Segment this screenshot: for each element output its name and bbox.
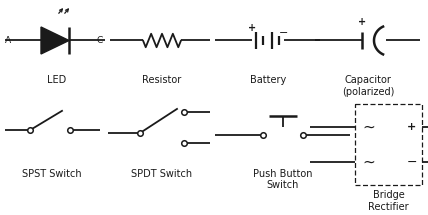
- Text: +: +: [358, 17, 366, 27]
- Text: A: A: [5, 36, 11, 45]
- Text: LED: LED: [48, 75, 67, 85]
- Bar: [355, 104, 422, 185]
- Text: Push Button
Switch: Push Button Switch: [253, 169, 313, 190]
- Text: SPDT Switch: SPDT Switch: [131, 169, 193, 179]
- Text: Bridge
Rectifier: Bridge Rectifier: [368, 190, 409, 212]
- Text: Battery: Battery: [250, 75, 286, 85]
- Text: −: −: [407, 156, 417, 169]
- Text: −: −: [279, 28, 289, 38]
- Text: ~: ~: [363, 119, 375, 134]
- Text: +: +: [248, 23, 256, 33]
- Polygon shape: [41, 27, 69, 54]
- Text: +: +: [407, 122, 416, 132]
- Text: SPST Switch: SPST Switch: [22, 169, 82, 179]
- Text: C: C: [97, 36, 103, 45]
- Text: Capacitor
(polarized): Capacitor (polarized): [342, 75, 394, 97]
- Text: Resistor: Resistor: [143, 75, 181, 85]
- Text: ~: ~: [363, 155, 375, 170]
